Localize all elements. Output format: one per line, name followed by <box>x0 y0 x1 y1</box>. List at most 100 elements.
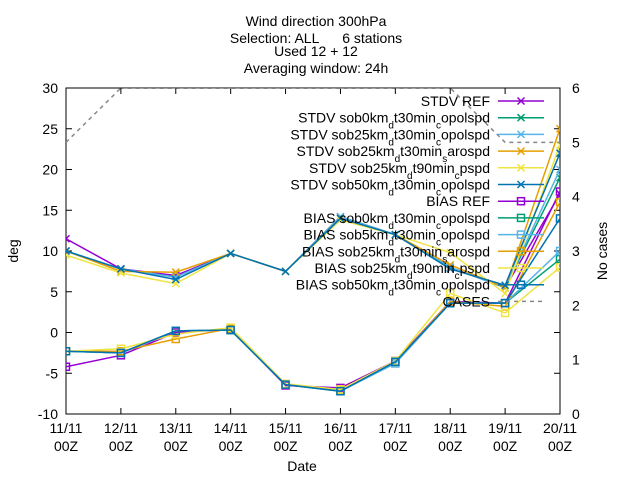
data-point <box>171 268 180 277</box>
x-tick-label: 00Z <box>493 438 518 454</box>
y-tick-label: 30 <box>42 80 58 96</box>
x-tick-label: 00Z <box>548 438 573 454</box>
legend-marker <box>516 230 526 239</box>
data-point <box>555 197 560 207</box>
data-point <box>66 346 71 356</box>
x-tick-label: 11/11 <box>50 420 83 436</box>
data-point <box>171 326 181 336</box>
x-tick-label: 19/11 <box>488 420 522 436</box>
x-tick-label: 12/11 <box>104 420 138 436</box>
series-6 <box>66 149 560 290</box>
legend-label: STDV sob25kmdt30mincopolspd <box>290 126 490 148</box>
data-point <box>391 230 400 239</box>
x-tick-label: 00Z <box>273 438 298 454</box>
x-tick-label: 00Z <box>54 438 79 454</box>
legend-marker <box>516 130 526 139</box>
data-point <box>281 267 290 276</box>
y-tick-label: -10 <box>38 406 58 422</box>
y-tick-label: 0 <box>50 325 58 341</box>
x-tick-label: 00Z <box>383 438 408 454</box>
legend-marker <box>516 263 526 273</box>
x-tick-label: 20/11 <box>543 420 577 436</box>
y-tick-label: -5 <box>46 365 59 381</box>
title-line-4: Averaging window: 24h <box>244 60 389 76</box>
x-axis-label: Date <box>287 458 317 474</box>
y-tick-label: 15 <box>42 202 58 218</box>
legend-marker <box>516 180 526 189</box>
series-line <box>66 217 560 392</box>
y2-axis-label: No cases <box>594 222 610 280</box>
data-point <box>445 289 455 298</box>
x-tick-label: 13/11 <box>159 420 193 436</box>
legend-marker <box>516 163 526 172</box>
y-tick-label: 25 <box>42 121 58 137</box>
x-tick-label: 00Z <box>219 438 244 454</box>
data-point <box>116 264 125 273</box>
x-tick-label: 00Z <box>109 438 134 454</box>
y2-tick-label: 4 <box>572 189 580 205</box>
x-tick-label: 00Z <box>328 438 353 454</box>
legend-label: BIAS sob50kmdt30mincopolspd <box>296 277 490 299</box>
legend-label: CASES <box>443 293 490 309</box>
data-point <box>501 289 510 298</box>
x-tick-label: 16/11 <box>323 420 357 436</box>
data-point <box>336 214 345 223</box>
data-point <box>391 357 400 367</box>
y2-tick-label: 1 <box>572 352 580 368</box>
legend-label: STDV sob25kmdt90mincpspd <box>309 160 490 182</box>
x-tick-label: 00Z <box>164 438 189 454</box>
x-tick-label: 18/11 <box>433 420 467 436</box>
data-point <box>446 248 455 257</box>
title-line-3: Used 12 + 12 <box>274 43 358 59</box>
legend-marker <box>516 147 526 156</box>
data-point <box>555 263 560 272</box>
title-line-1: Wind direction 300hPa <box>246 13 387 29</box>
y2-tick-label: 6 <box>572 80 580 96</box>
data-point <box>555 124 560 133</box>
data-point <box>171 334 181 344</box>
legend-label: STDV REF <box>421 93 490 109</box>
y2-tick-label: 3 <box>572 243 580 259</box>
data-point <box>66 246 71 256</box>
data-point <box>226 249 235 258</box>
data-point <box>555 149 560 158</box>
chart-title: Wind direction 300hPa Selection: ALL 6 s… <box>230 13 402 76</box>
legend-marker <box>516 96 526 106</box>
legend-marker <box>516 213 526 223</box>
legend-marker <box>516 113 526 122</box>
x-tick-label: 17/11 <box>378 420 412 436</box>
y-axis-label: deg <box>5 239 21 262</box>
data-point <box>445 298 455 308</box>
legend-label: BIAS REF <box>426 193 490 209</box>
data-point <box>336 215 345 225</box>
legend-marker <box>516 280 526 289</box>
y2-tick-label: 5 <box>572 134 580 150</box>
plot-area: -10 -5 0 5 10 15 20 25 30 0 1 2 3 4 5 6 11/11 00Z 12/11 00Z… <box>38 80 580 454</box>
data-point <box>555 254 560 264</box>
y-tick-label: 5 <box>50 284 58 300</box>
legend-marker <box>516 196 526 206</box>
y2-tick-label: 0 <box>572 406 580 422</box>
data-point <box>500 308 510 318</box>
legend-label: STDV sob25kmdt30minsarospd <box>297 143 490 165</box>
data-point <box>555 246 560 256</box>
data-point <box>500 298 510 308</box>
legend-label: STDV sob0kmdt30mincopolspd <box>298 110 490 132</box>
data-point <box>171 275 180 284</box>
y-tick-label: 20 <box>42 162 58 178</box>
series-line <box>66 152 560 287</box>
legend-label: BIAS sob25kmdt30minsarospd <box>302 243 490 265</box>
data-point <box>116 348 126 358</box>
x-tick-label: 00Z <box>438 438 463 454</box>
data-point <box>66 234 71 243</box>
data-point <box>66 362 71 371</box>
legend-label: BIAS sob5kmdt30mincopolspd <box>304 227 490 249</box>
legend-marker <box>516 247 526 256</box>
data-point <box>336 386 345 396</box>
legend-label: BIAS sob0kmdt30mincopolspd <box>304 210 490 232</box>
data-point <box>226 325 235 335</box>
series-group <box>66 88 560 396</box>
